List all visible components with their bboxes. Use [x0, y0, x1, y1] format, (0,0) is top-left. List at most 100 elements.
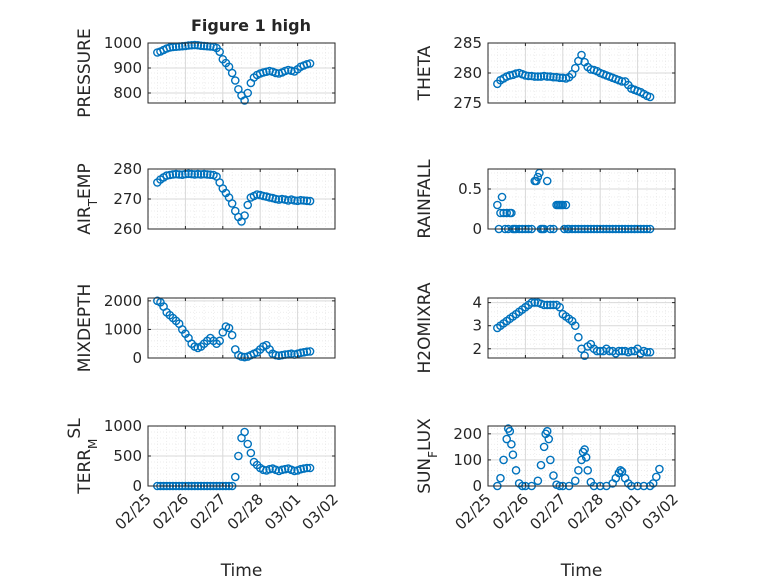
y-axis-label-part: TERR — [75, 449, 95, 495]
x-tick-label: 02/26 — [149, 490, 192, 533]
data-point — [196, 41, 206, 51]
data-point — [616, 466, 625, 475]
x-tick-label: 03/01 — [601, 490, 644, 533]
y-tick-label: 1000 — [104, 417, 142, 435]
data-point — [508, 450, 518, 459]
y-axis-label: MIXDEPTH — [75, 284, 95, 373]
y-tick-label: 4 — [472, 294, 482, 312]
data-point — [542, 300, 552, 310]
data-point — [174, 170, 184, 179]
y-axis-label-part: LUX — [415, 418, 435, 451]
y-tick-label: 275 — [453, 94, 482, 112]
x-tick-label: 02/27 — [526, 490, 569, 533]
data-point — [539, 71, 549, 81]
plot-pressure: Figure 1 high 800 900 1000 PRESSURE — [75, 16, 336, 118]
data-point — [227, 199, 237, 208]
data-point — [546, 300, 555, 310]
data-point — [296, 195, 306, 205]
y-tick-label: 280 — [113, 160, 142, 178]
y-axis-label-part: M — [86, 439, 100, 449]
data-point — [546, 72, 555, 81]
data-point — [539, 442, 549, 452]
data-point — [224, 323, 234, 333]
data-point — [549, 471, 558, 480]
y-axis-label: AIRTEMP — [75, 163, 100, 234]
data-point — [546, 455, 555, 465]
y-axis-label: THETA — [415, 45, 435, 101]
y-axis-label: H2OMIXRA — [415, 282, 435, 373]
data-point — [580, 445, 589, 454]
series-points — [493, 298, 655, 360]
y-tick-label: 270 — [113, 190, 142, 208]
axes-box — [487, 168, 676, 230]
data-point — [240, 96, 249, 105]
data-point — [558, 73, 568, 83]
y-tick-label: 1000 — [104, 34, 142, 52]
data-point — [243, 88, 253, 98]
data-point — [580, 351, 589, 360]
data-point — [299, 196, 309, 205]
data-point — [645, 92, 655, 102]
data-point — [162, 171, 171, 180]
data-point — [196, 170, 206, 179]
data-point — [171, 169, 181, 179]
y-tick-label: 0.5 — [458, 180, 482, 198]
plot-mixdepth: 0 1000 2000 MIXDEPTH — [75, 284, 336, 373]
data-point — [246, 448, 256, 458]
data-point — [530, 72, 540, 81]
data-point — [234, 451, 243, 461]
y-axis-label-part: F — [426, 451, 440, 458]
data-point — [290, 196, 299, 205]
series-points — [153, 296, 315, 362]
data-point — [555, 73, 564, 83]
data-point — [181, 41, 190, 51]
y-axis-label-part: H2OMIXRA — [415, 282, 435, 373]
data-point — [305, 463, 315, 473]
data-point — [193, 169, 203, 179]
data-point — [199, 41, 209, 51]
data-point — [199, 169, 209, 179]
y-tick-label: 0 — [132, 349, 142, 367]
data-point — [227, 330, 237, 340]
plot-airtemp: 260 270 280 AIRTEMP — [75, 160, 336, 238]
data-point — [305, 347, 315, 356]
data-point — [542, 72, 552, 81]
data-point — [592, 346, 602, 356]
data-point — [496, 208, 505, 218]
y-axis-label-part: THETA — [415, 45, 435, 101]
y-tick-label: 1000 — [104, 320, 142, 338]
data-point — [240, 211, 249, 220]
data-point — [521, 71, 530, 80]
plot-h2omixra: 2 3 4 H2OMIXRA — [415, 282, 676, 374]
y-axis-label-part: SL — [65, 418, 85, 439]
x-tick-label: 03/02 — [639, 490, 682, 533]
y-tick-label: 900 — [113, 59, 142, 77]
data-point — [274, 351, 284, 361]
data-point — [177, 170, 187, 179]
data-point — [532, 176, 541, 186]
data-point — [536, 460, 546, 470]
x-axis-label: Time — [560, 561, 603, 581]
data-point — [187, 40, 196, 50]
y-tick-label: 2 — [472, 340, 482, 358]
data-point — [574, 466, 583, 475]
axes-box — [147, 42, 336, 104]
data-point — [558, 200, 568, 210]
data-point — [168, 170, 178, 179]
data-point — [184, 169, 193, 179]
y-tick-label: 285 — [453, 34, 482, 52]
data-point — [524, 71, 533, 81]
axes-box — [487, 297, 676, 359]
data-point — [542, 426, 552, 436]
y-axis-label-part: AIR — [75, 206, 95, 235]
data-point — [570, 476, 580, 486]
series-points — [153, 169, 315, 226]
data-point — [502, 434, 512, 444]
y-tick-label: 3 — [472, 317, 482, 335]
data-point — [555, 302, 564, 312]
data-point — [227, 68, 237, 78]
data-point — [202, 170, 212, 179]
y-tick-label: 0 — [472, 477, 482, 495]
